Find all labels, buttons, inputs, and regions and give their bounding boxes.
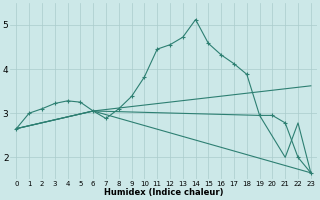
X-axis label: Humidex (Indice chaleur): Humidex (Indice chaleur) <box>104 188 223 197</box>
